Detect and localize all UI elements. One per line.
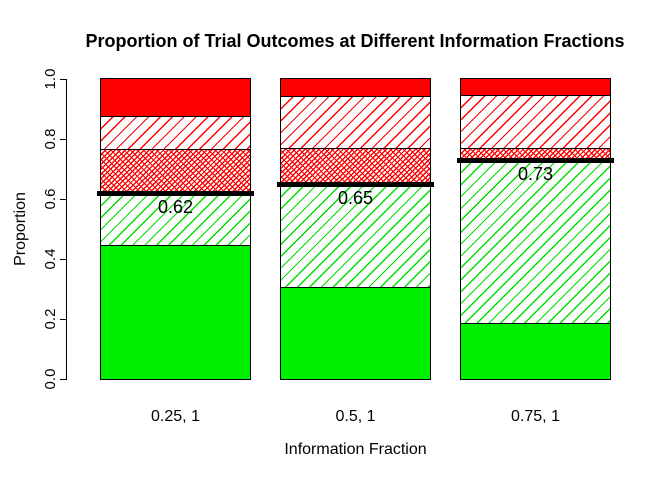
- threshold-line: [277, 182, 434, 187]
- bar-1: [100, 78, 251, 380]
- y-axis-line: [66, 79, 67, 380]
- segment-dense-hatched-red: [101, 149, 250, 193]
- threshold-label: 0.65: [337, 188, 374, 208]
- segment-divider: [281, 287, 430, 288]
- y-tick-label: 1.0: [41, 68, 59, 90]
- segment-solid-red: [101, 79, 250, 116]
- segment-divider: [281, 96, 430, 97]
- x-tick-label: 0.25, 1: [151, 408, 200, 425]
- segment-hatched-green: [101, 193, 250, 245]
- y-tick: [60, 79, 66, 80]
- segment-solid-green: [281, 287, 430, 379]
- bar-3: [460, 78, 611, 380]
- x-tick-label: 0.5, 1: [335, 408, 376, 425]
- x-tick-label: 0.75, 1: [511, 408, 560, 425]
- segment-divider: [461, 148, 610, 149]
- threshold-label: 0.73: [517, 164, 554, 184]
- segment-dense-hatched-red: [281, 148, 430, 184]
- x-axis-label: Information Fraction: [284, 441, 427, 458]
- y-tick: [60, 139, 66, 140]
- bar-2: [280, 78, 431, 380]
- segment-solid-green: [461, 323, 610, 379]
- threshold-label: 0.62: [157, 197, 194, 217]
- segment-divider: [461, 95, 610, 96]
- segment-hatched-red: [461, 95, 610, 148]
- y-tick: [60, 259, 66, 260]
- y-tick: [60, 319, 66, 320]
- threshold-line: [457, 158, 614, 163]
- segment-divider: [101, 149, 250, 150]
- segment-solid-red: [461, 79, 610, 95]
- chart-title: Proportion of Trial Outcomes at Differen…: [85, 31, 625, 51]
- y-tick-label: 0.0: [41, 368, 59, 390]
- y-axis-label: Proportion: [12, 192, 29, 266]
- segment-divider: [101, 245, 250, 246]
- y-tick-label: 0.6: [41, 188, 59, 210]
- y-tick: [60, 379, 66, 380]
- segment-hatched-red: [281, 96, 430, 148]
- segment-divider: [461, 323, 610, 324]
- segment-divider: [101, 116, 250, 117]
- y-tick-label: 0.8: [41, 128, 59, 150]
- y-tick: [60, 199, 66, 200]
- segment-hatched-red: [101, 116, 250, 149]
- y-tick-label: 0.2: [41, 308, 59, 330]
- threshold-line: [97, 191, 254, 196]
- segment-solid-green: [101, 245, 250, 379]
- segment-divider: [281, 148, 430, 149]
- segment-hatched-green: [461, 160, 610, 323]
- segment-dense-hatched-red: [461, 148, 610, 160]
- segment-solid-red: [281, 79, 430, 96]
- y-tick-label: 0.4: [41, 248, 59, 270]
- segment-hatched-green: [281, 184, 430, 287]
